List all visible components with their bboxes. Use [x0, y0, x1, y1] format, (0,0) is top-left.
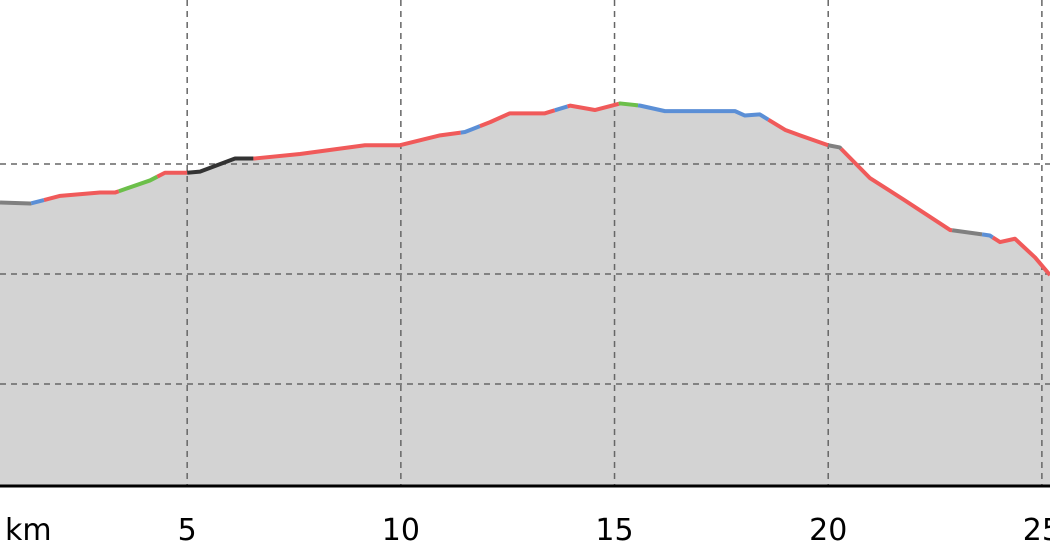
grid-overlay [0, 0, 1050, 486]
elevation-line-segment [991, 235, 1050, 277]
elevation-line-segment [827, 143, 843, 151]
elevation-line-segment [566, 101, 620, 113]
x-tick-label: 5 [178, 513, 197, 548]
elevation-line-segment [460, 124, 481, 135]
elevation-line-segment [156, 170, 188, 179]
elevation-line [0, 101, 1050, 277]
x-tick-label: 10 [382, 513, 420, 548]
elevation-line-segment [637, 103, 770, 122]
x-unit-label: km [5, 513, 52, 548]
elevation-line-segment [43, 189, 120, 202]
elevation-line-segment [839, 147, 953, 233]
elevation-line-segment [187, 156, 254, 175]
elevation-line-segment [767, 117, 829, 148]
elevation-line-segment [554, 104, 569, 113]
x-ticks: km 5 10 15 20 25 [5, 513, 1050, 548]
elevation-area [0, 103, 1050, 486]
elevation-line-segment [951, 228, 983, 237]
x-tick-label: 15 [595, 513, 633, 548]
elevation-line-segment [618, 101, 639, 108]
elevation-line-segment [253, 130, 461, 161]
x-tick-label: 25 [1023, 513, 1050, 548]
elevation-line-segment [0, 200, 33, 206]
elevation-line-segment [981, 232, 994, 240]
elevation-line-segment [479, 108, 556, 129]
elevation-line-segment [118, 174, 159, 194]
elevation-line-segment [30, 198, 45, 206]
x-tick-label: 20 [809, 513, 847, 548]
